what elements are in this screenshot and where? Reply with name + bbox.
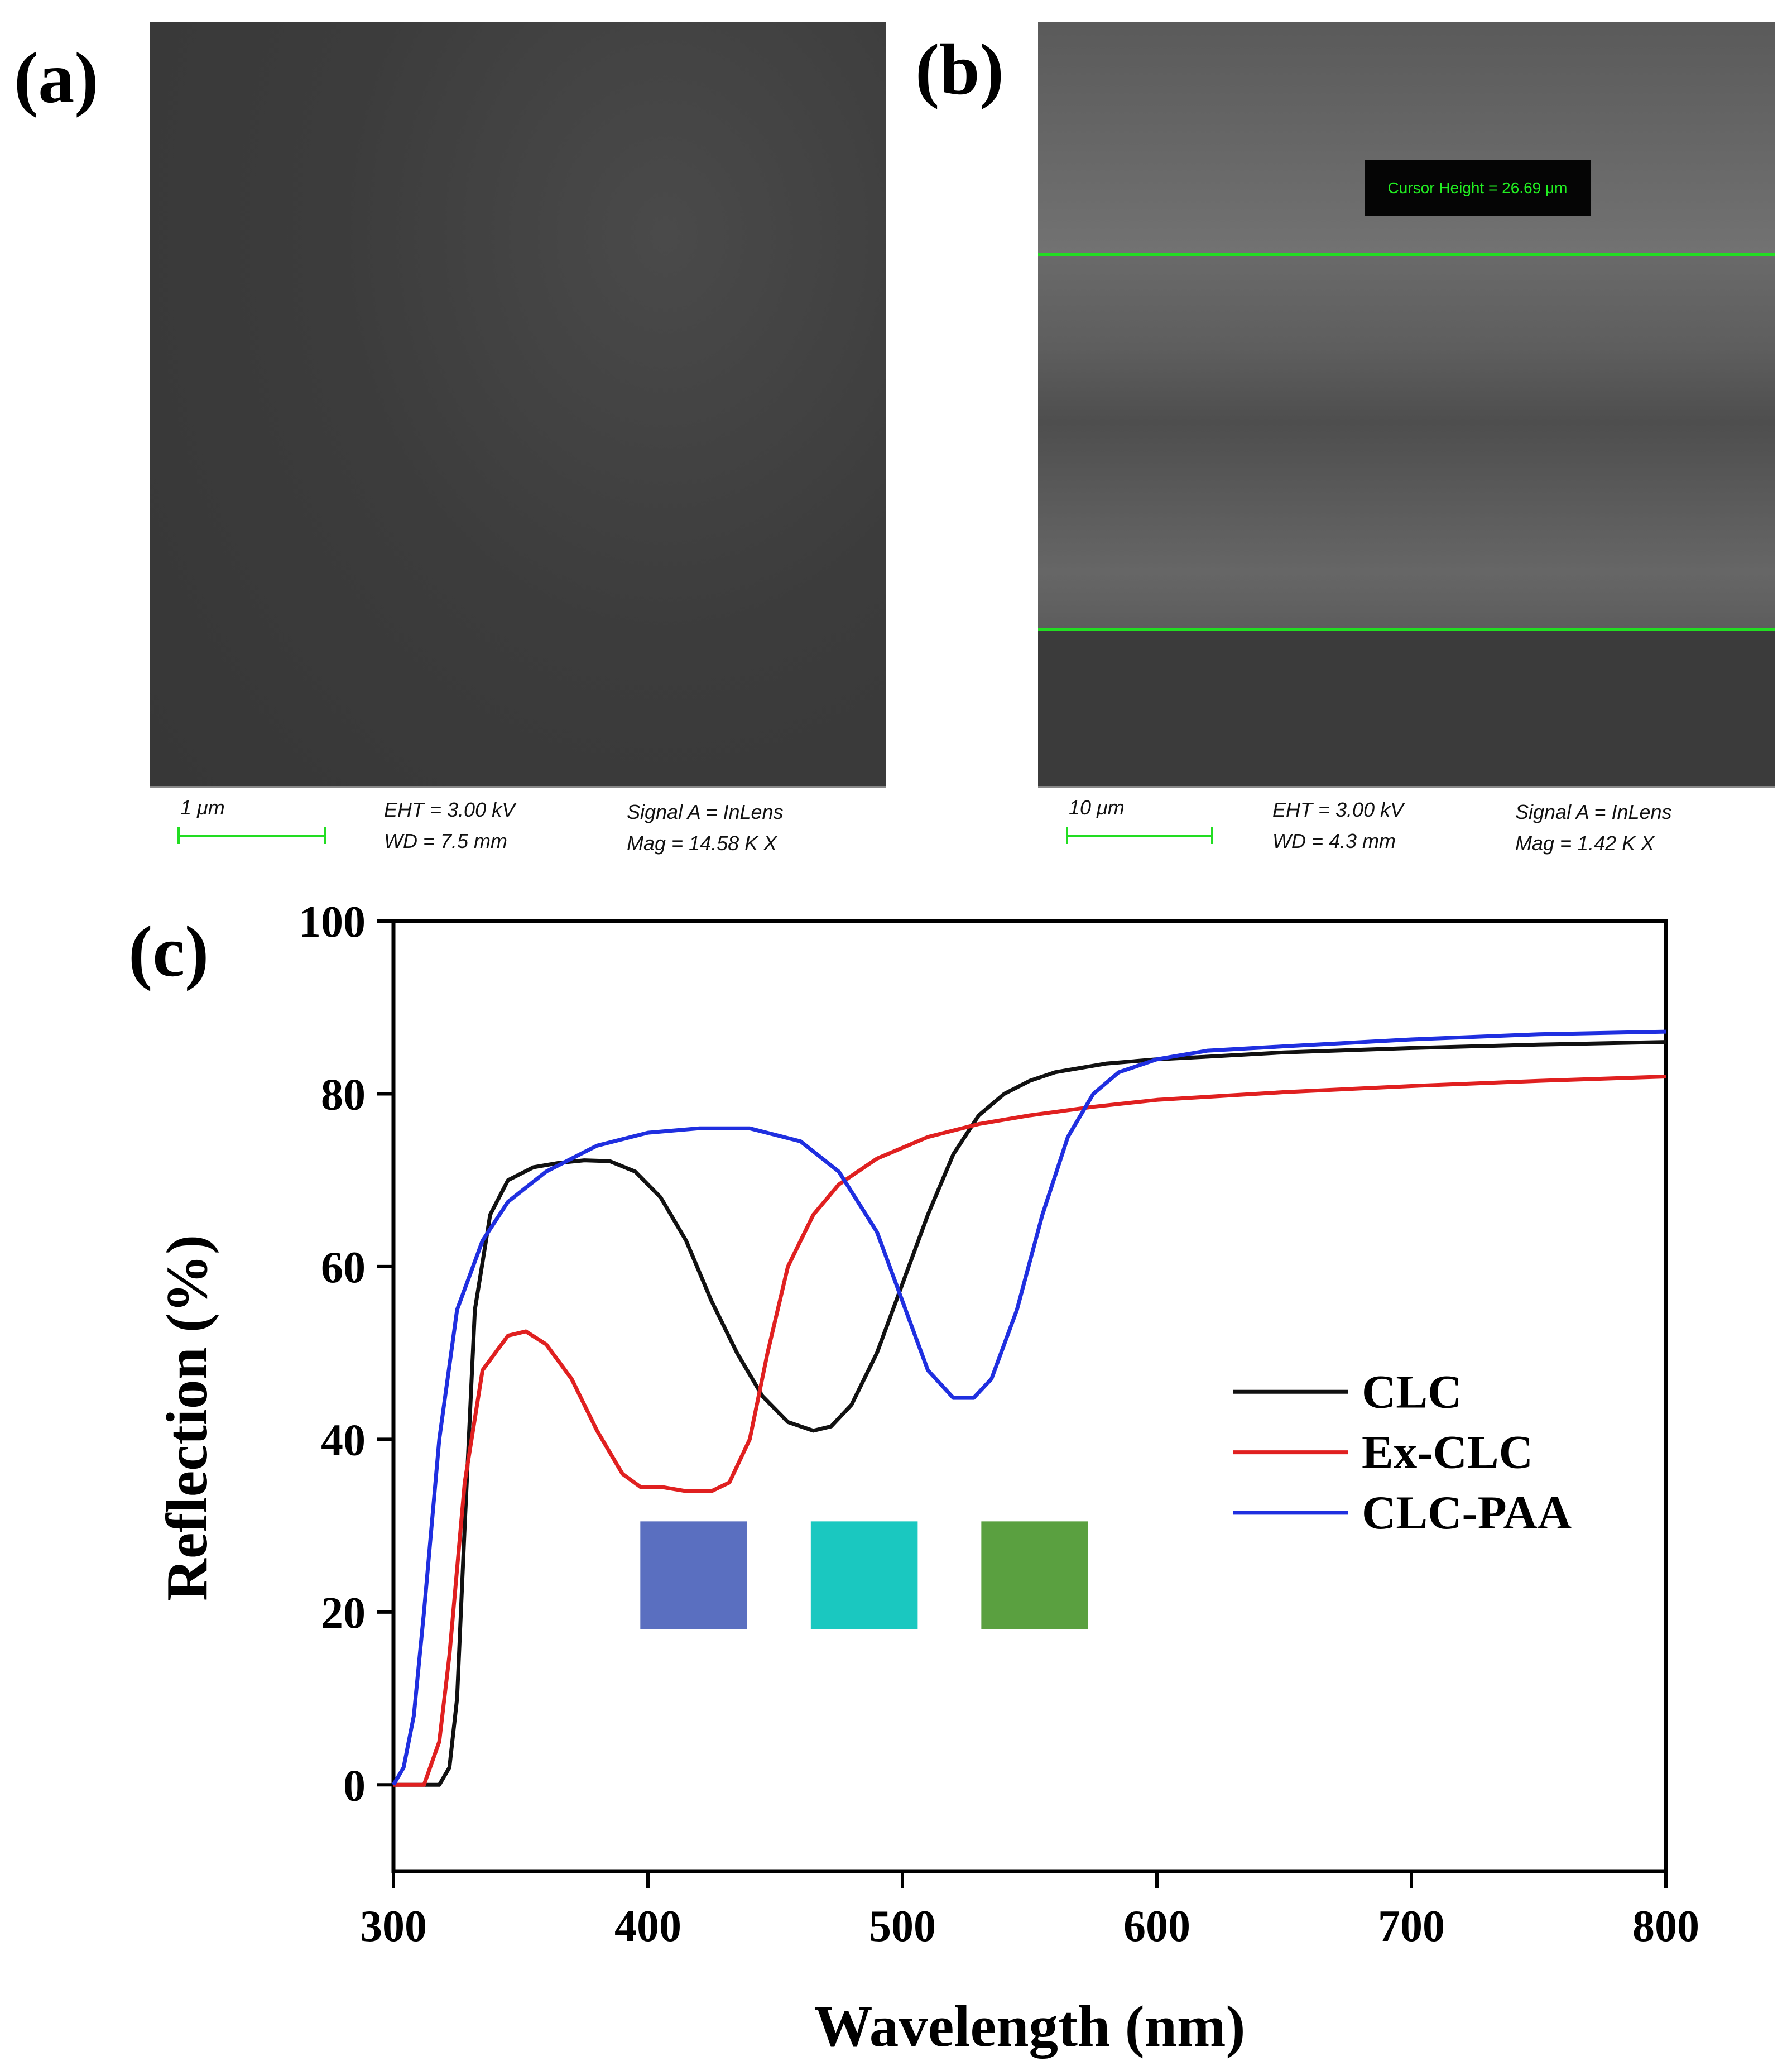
x-tick-label-700: 700 xyxy=(1378,1902,1445,1951)
sem-film-cross-section xyxy=(1038,254,1775,628)
green-swatch xyxy=(981,1521,1088,1629)
legend-label-clc-paa: CLC-PAA xyxy=(1362,1487,1572,1539)
sem-top-region xyxy=(1038,22,1775,254)
reflection-chart: 300 400 500 600 700 800 0 20 40 60 80 100 CLC Ex-CLC… xyxy=(154,898,1699,2059)
signal-value-a: Signal A = InLens xyxy=(627,800,784,823)
y-tick-label-80: 80 xyxy=(321,1070,366,1119)
x-tick-label-500: 500 xyxy=(869,1902,936,1951)
x-tick-label-400: 400 xyxy=(614,1902,681,1951)
x-axis-label: Wavelength (nm) xyxy=(814,1993,1246,2059)
scale-label-b: 10 μm xyxy=(1069,796,1125,819)
wd-value-a: WD = 7.5 mm xyxy=(384,830,508,852)
cursor-line-top xyxy=(1038,253,1775,256)
axes-ticks: 300 400 500 600 700 800 0 20 40 60 80 100 xyxy=(299,898,1699,1951)
mag-value-a: Mag = 14.58 K X xyxy=(627,832,777,855)
y-tick-label-0: 0 xyxy=(343,1761,366,1810)
y-axis-label: Reflection (%) xyxy=(154,1235,219,1601)
cyan-swatch xyxy=(810,1521,918,1629)
scale-bar-b xyxy=(1066,827,1213,844)
sem-image-a: 1 μm EHT = 3.00 kV WD = 7.5 mm Signal A … xyxy=(150,22,886,872)
scale-label-a: 1 μm xyxy=(180,796,225,819)
panel-label-b: (b) xyxy=(915,30,1004,110)
eht-value-a: EHT = 3.00 kV xyxy=(384,798,516,821)
series-line-clc-paa xyxy=(391,1029,1666,1786)
series-line-clc xyxy=(393,1040,1666,1787)
color-swatches xyxy=(640,1521,1088,1629)
plot-frame xyxy=(391,919,1668,1873)
series-line-ex-clc xyxy=(393,1075,1666,1787)
x-tick-label-800: 800 xyxy=(1632,1902,1699,1951)
x-tick-label-300: 300 xyxy=(360,1902,427,1951)
x-tick-label-600: 600 xyxy=(1123,1902,1190,1951)
data-series xyxy=(391,1029,1666,1787)
sem-info-bar-b: 10 μm EHT = 3.00 kV WD = 4.3 mm Signal A… xyxy=(1038,786,1775,872)
panel-label-c: (c) xyxy=(128,912,209,992)
y-tick-label-60: 60 xyxy=(321,1243,366,1292)
y-tick-label-20: 20 xyxy=(321,1589,366,1638)
sem-image-b: Cursor Height = 26.69 μm 10 μm EHT = 3.0… xyxy=(1038,22,1775,872)
wd-value-b: WD = 4.3 mm xyxy=(1272,830,1396,852)
legend: CLC Ex-CLC CLC-PAA xyxy=(1233,1365,1572,1539)
blue-swatch xyxy=(640,1521,747,1629)
legend-label-clc: CLC xyxy=(1362,1365,1462,1418)
y-tick-label-100: 100 xyxy=(299,898,366,947)
panel-label-a: (a) xyxy=(14,38,99,118)
eht-value-b: EHT = 3.00 kV xyxy=(1272,798,1404,821)
sem-bottom-region xyxy=(1038,631,1775,788)
legend-label-ex-clc: Ex-CLC xyxy=(1362,1426,1533,1479)
y-tick-label-40: 40 xyxy=(321,1416,366,1465)
mag-value-b: Mag = 1.42 K X xyxy=(1515,832,1655,855)
cursor-height-box: Cursor Height = 26.69 μm xyxy=(1365,160,1591,216)
scale-bar-a xyxy=(177,827,326,844)
cursor-line-bottom xyxy=(1038,628,1775,631)
signal-value-b: Signal A = InLens xyxy=(1515,800,1672,823)
sem-info-bar-a: 1 μm EHT = 3.00 kV WD = 7.5 mm Signal A … xyxy=(150,786,886,872)
